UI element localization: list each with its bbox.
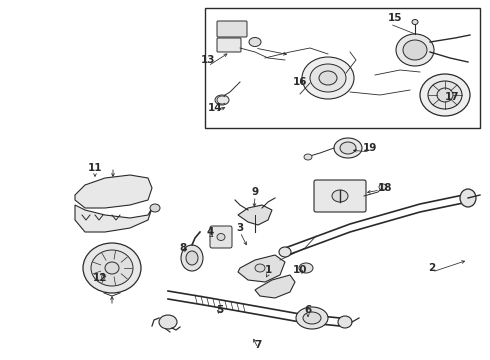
Ellipse shape (105, 262, 119, 274)
Ellipse shape (186, 251, 198, 265)
Text: 12: 12 (93, 273, 107, 283)
Polygon shape (75, 175, 152, 208)
Ellipse shape (249, 37, 261, 46)
Ellipse shape (412, 19, 418, 24)
Ellipse shape (460, 189, 476, 207)
Text: 13: 13 (201, 55, 215, 65)
Ellipse shape (319, 71, 337, 85)
Ellipse shape (299, 263, 313, 273)
Ellipse shape (379, 184, 387, 190)
Text: 19: 19 (363, 143, 377, 153)
Polygon shape (238, 205, 272, 225)
Ellipse shape (181, 245, 203, 271)
FancyBboxPatch shape (217, 21, 247, 37)
Ellipse shape (403, 40, 427, 60)
Ellipse shape (428, 81, 462, 109)
Text: 14: 14 (208, 103, 222, 113)
Ellipse shape (310, 64, 346, 92)
Ellipse shape (279, 247, 291, 257)
Ellipse shape (303, 312, 321, 324)
Ellipse shape (159, 315, 177, 329)
Text: 18: 18 (378, 183, 392, 193)
Text: 10: 10 (293, 265, 307, 275)
Polygon shape (75, 205, 152, 232)
Ellipse shape (91, 250, 133, 286)
Text: 11: 11 (88, 163, 102, 173)
Text: 1: 1 (265, 265, 271, 275)
Ellipse shape (296, 307, 328, 329)
Ellipse shape (396, 34, 434, 66)
Ellipse shape (304, 154, 312, 160)
Text: 17: 17 (445, 92, 459, 102)
Text: 9: 9 (251, 187, 259, 197)
Bar (205, 8, 480, 128)
Text: 7: 7 (254, 340, 262, 350)
Text: 15: 15 (388, 13, 402, 23)
Text: 8: 8 (179, 243, 187, 253)
Ellipse shape (215, 95, 229, 105)
Ellipse shape (340, 142, 356, 154)
Polygon shape (238, 255, 285, 282)
Ellipse shape (217, 234, 225, 240)
Text: 3: 3 (236, 223, 244, 233)
Ellipse shape (437, 88, 453, 102)
Ellipse shape (255, 264, 265, 272)
Ellipse shape (302, 57, 354, 99)
Ellipse shape (150, 204, 160, 212)
Ellipse shape (338, 316, 352, 328)
Text: 16: 16 (293, 77, 307, 87)
Text: 2: 2 (428, 263, 436, 273)
FancyBboxPatch shape (314, 180, 366, 212)
Text: 4: 4 (206, 227, 214, 237)
Ellipse shape (420, 74, 470, 116)
FancyBboxPatch shape (217, 38, 241, 52)
Text: 6: 6 (304, 305, 312, 315)
Polygon shape (255, 275, 295, 298)
Ellipse shape (83, 243, 141, 293)
Ellipse shape (334, 138, 362, 158)
FancyBboxPatch shape (210, 226, 232, 248)
Ellipse shape (332, 190, 348, 202)
Text: 5: 5 (217, 305, 223, 315)
